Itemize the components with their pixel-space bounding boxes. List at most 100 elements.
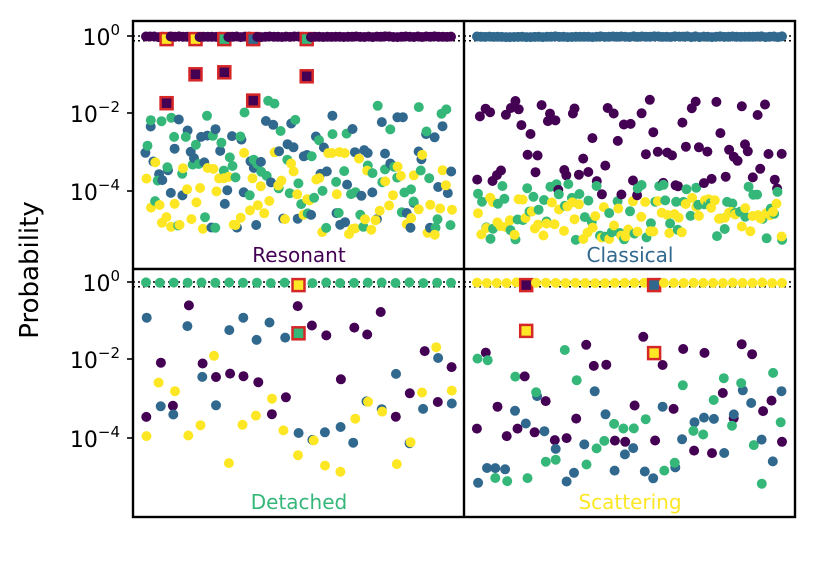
point-scattering xyxy=(250,410,261,421)
point-scattering xyxy=(150,157,161,168)
point-scattering xyxy=(374,205,385,216)
point-resonant xyxy=(197,358,208,369)
point-resonant xyxy=(766,395,777,406)
point-detached xyxy=(482,355,493,366)
point-classical xyxy=(442,188,453,199)
panel-label-resonant: Resonant xyxy=(252,243,346,267)
point-detached xyxy=(740,211,751,222)
highlight-point-resonant xyxy=(159,95,174,111)
point-resonant xyxy=(561,170,572,181)
point-detached xyxy=(756,478,767,489)
point-scattering xyxy=(360,214,370,225)
point-detached xyxy=(390,278,401,288)
point-resonant xyxy=(650,435,661,446)
point-resonant xyxy=(644,94,655,105)
point-detached xyxy=(677,380,688,391)
point-detached xyxy=(599,435,610,446)
point-scattering xyxy=(688,277,699,288)
point-resonant xyxy=(747,349,758,360)
point-scattering xyxy=(590,211,601,222)
point-scattering xyxy=(619,277,630,288)
point-resonant xyxy=(628,175,638,186)
point-classical xyxy=(224,325,235,336)
point-detached xyxy=(210,222,221,233)
point-detached xyxy=(358,221,369,232)
point-resonant xyxy=(583,167,594,177)
point-classical xyxy=(251,220,262,230)
point-detached xyxy=(180,131,191,142)
point-classical xyxy=(182,321,193,332)
point-classical xyxy=(767,456,778,467)
point-detached xyxy=(772,186,783,197)
point-scattering xyxy=(354,153,364,164)
point-classical xyxy=(648,473,659,484)
point-scattering xyxy=(440,180,451,191)
point-detached xyxy=(290,114,301,125)
point-scattering xyxy=(587,222,598,233)
point-scattering xyxy=(408,170,419,181)
point-resonant xyxy=(519,371,530,382)
point-resonant xyxy=(496,165,506,176)
point-classical xyxy=(539,426,550,437)
point-scattering xyxy=(599,278,610,289)
highlight-point-scattering xyxy=(518,323,534,339)
point-classical xyxy=(251,334,262,345)
point-scattering xyxy=(384,200,395,211)
point-resonant xyxy=(668,403,679,414)
point-detached xyxy=(182,277,193,288)
point-classical xyxy=(433,182,444,192)
point-scattering xyxy=(395,170,406,181)
point-detached xyxy=(581,459,592,470)
point-resonant xyxy=(280,392,291,403)
point-resonant xyxy=(362,329,373,340)
point-resonant xyxy=(510,96,521,106)
point-resonant xyxy=(736,101,747,112)
point-resonant xyxy=(540,396,551,407)
point-detached xyxy=(510,371,521,382)
point-scattering xyxy=(636,211,647,222)
point-classical xyxy=(746,398,757,408)
point-resonant xyxy=(472,174,483,185)
point-detached xyxy=(719,224,730,234)
point-classical xyxy=(219,198,230,209)
point-resonant xyxy=(581,339,592,350)
point-scattering xyxy=(230,220,241,231)
point-detached xyxy=(349,277,359,288)
point-scattering xyxy=(680,199,691,209)
point-scattering xyxy=(388,190,398,201)
point-scattering xyxy=(511,277,522,288)
point-classical xyxy=(376,117,387,128)
point-detached xyxy=(404,277,415,288)
point-scattering xyxy=(335,466,346,477)
point-resonant xyxy=(390,411,401,422)
point-detached xyxy=(196,277,207,288)
point-scattering xyxy=(472,277,482,288)
point-resonant xyxy=(266,409,277,420)
point-resonant xyxy=(588,360,599,371)
point-classical xyxy=(776,386,787,397)
point-classical xyxy=(215,145,226,156)
point-scattering xyxy=(417,387,427,398)
point-resonant xyxy=(155,357,166,368)
point-resonant xyxy=(680,141,691,152)
point-resonant xyxy=(698,178,709,189)
ytick-label-top-1: 10−2 xyxy=(70,98,120,128)
point-classical xyxy=(342,179,353,190)
point-classical xyxy=(173,114,184,125)
point-scattering xyxy=(693,210,704,221)
point-detached xyxy=(269,98,280,109)
point-resonant xyxy=(706,173,717,184)
point-detached xyxy=(540,456,551,467)
point-classical xyxy=(348,437,359,448)
point-classical xyxy=(168,409,179,420)
point-resonant xyxy=(636,108,647,119)
point-resonant xyxy=(640,149,651,160)
point-resonant xyxy=(711,96,722,107)
point-detached xyxy=(531,387,542,398)
point-detached xyxy=(244,190,255,201)
ytick-label-bottom-1: 10−2 xyxy=(70,344,120,374)
point-scattering xyxy=(736,221,747,232)
point-scattering xyxy=(533,219,543,230)
point-detached xyxy=(712,231,722,242)
point-resonant xyxy=(620,436,631,447)
